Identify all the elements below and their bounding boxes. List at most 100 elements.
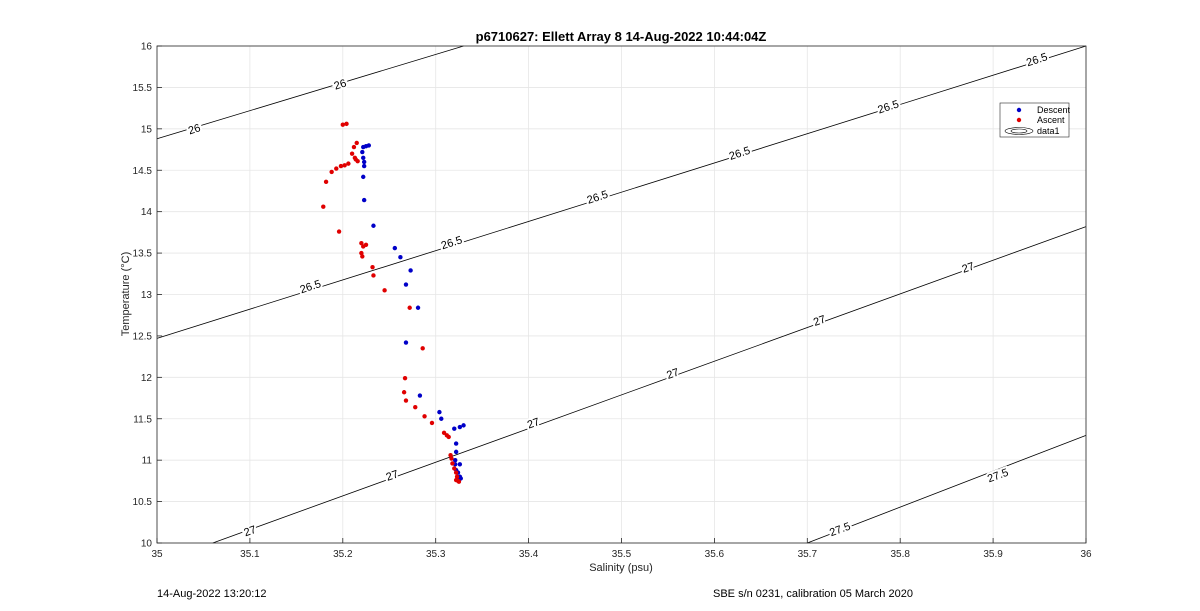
descent-point <box>408 268 413 273</box>
ascent-point <box>359 250 364 256</box>
x-tick-label: 35.6 <box>705 549 725 560</box>
descent-point <box>360 149 365 155</box>
descent-point <box>361 159 367 165</box>
contour-label: 26 <box>187 122 202 137</box>
descent-point <box>361 144 366 150</box>
y-tick-label: 13.5 <box>133 249 153 260</box>
ascent-point <box>407 305 412 310</box>
descent-point <box>415 305 421 310</box>
ascent-point <box>334 166 339 171</box>
ascent-point <box>429 420 435 426</box>
contour-line-26 <box>156 45 464 140</box>
ascent-point <box>344 121 349 127</box>
descent-point <box>403 282 409 287</box>
descent-point <box>453 449 459 455</box>
footer-calibration: SBE s/n 0231, calibration 05 March 2020 <box>713 588 913 600</box>
ascent-point <box>354 140 359 146</box>
legend-descent-marker <box>1016 107 1022 113</box>
y-tick-label: 16 <box>141 42 153 53</box>
ascent-point <box>355 158 360 164</box>
y-tick-label: 15.5 <box>133 83 153 94</box>
ascent-point <box>452 466 457 471</box>
ascent-point <box>453 470 459 475</box>
descent-point <box>453 457 458 463</box>
descent-point <box>361 163 367 169</box>
descent-point <box>398 255 403 260</box>
x-tick-label: 35.7 <box>798 549 818 560</box>
y-tick-label: 14 <box>141 207 153 218</box>
descent-point <box>439 416 444 421</box>
contour-line-27 <box>212 226 1087 544</box>
ascent-point <box>360 254 365 259</box>
x-tick-label: 35.8 <box>890 549 910 560</box>
legend-ascent-label: Ascent <box>1037 115 1065 125</box>
ascent-point <box>403 398 409 403</box>
ascent-point <box>448 452 453 458</box>
ascent-point <box>349 151 355 156</box>
x-tick-label: 35.2 <box>333 549 353 560</box>
legend-ascent-marker <box>1016 117 1022 123</box>
descent-point <box>461 423 466 428</box>
contour-line-27-5 <box>807 434 1087 544</box>
ascent-point <box>338 163 344 169</box>
footer-timestamp: 14-Aug-2022 13:20:12 <box>157 588 267 600</box>
ascent-point <box>371 273 376 278</box>
ascent-point <box>446 434 451 440</box>
descent-point <box>361 174 366 180</box>
descent-point <box>457 462 463 467</box>
descent-point <box>403 340 409 345</box>
ascent-point <box>363 242 369 247</box>
ascent-point <box>321 204 326 209</box>
descent-point <box>452 426 457 431</box>
y-tick-label: 11.5 <box>133 414 152 425</box>
ascent-point <box>342 163 347 168</box>
ascent-point <box>323 179 329 185</box>
ascent-point <box>370 264 375 270</box>
contour-line-26-5 <box>156 45 1087 339</box>
ascent-point <box>456 479 462 484</box>
ascent-point <box>329 169 334 175</box>
ascent-point <box>351 144 357 150</box>
descent-point <box>371 223 376 228</box>
descent-point <box>453 441 459 446</box>
descent-point <box>437 409 442 415</box>
y-axis-label: Temperature (°C) <box>120 252 132 336</box>
ascent-point <box>401 390 407 395</box>
x-tick-label: 36 <box>1080 549 1092 560</box>
y-tick-label: 14.5 <box>133 166 153 177</box>
x-tick-label: 35.4 <box>519 549 539 560</box>
legend-contour-marker <box>1004 127 1034 135</box>
x-tick-label: 35.3 <box>426 549 446 560</box>
legend-contour-label: data1 <box>1037 126 1060 136</box>
descent-point <box>361 155 366 161</box>
descent-point <box>417 393 423 398</box>
legend-contour-marker-inner <box>1010 128 1028 134</box>
ascent-point <box>454 474 460 479</box>
ascent-point <box>422 414 427 419</box>
x-tick-label: 35.5 <box>612 549 632 560</box>
legend: Descent Ascent data1 <box>999 102 1071 138</box>
ascent-point <box>450 461 455 466</box>
y-tick-label: 10.5 <box>133 497 153 508</box>
y-tick-label: 13 <box>141 290 153 301</box>
ascent-point <box>402 375 408 381</box>
y-tick-label: 12 <box>141 373 153 384</box>
ascent-point <box>449 456 454 461</box>
axis-ticks: 35 35.1 35.2 35.3 35.4 35.5 35.6 35.7 35.8 35.9 36… <box>133 42 1092 561</box>
ascent-point <box>346 161 351 166</box>
legend-box <box>999 102 1070 138</box>
legend-descent-label: Descent <box>1037 105 1071 115</box>
descent-point <box>457 424 463 430</box>
ascent-point <box>359 240 364 246</box>
descent-point <box>361 197 367 203</box>
descent-point <box>392 245 398 251</box>
x-axis-label: Salinity (psu) <box>589 562 653 574</box>
y-tick-label: 12.5 <box>133 331 153 342</box>
y-tick-label: 11 <box>142 456 153 467</box>
ascent-point <box>340 122 345 127</box>
ascent-point <box>413 404 418 410</box>
ascent-point <box>336 229 342 234</box>
chart-title: p6710627: Ellett Array 8 14-Aug-2022 10:… <box>476 29 767 44</box>
y-tick-label: 10 <box>141 539 153 550</box>
